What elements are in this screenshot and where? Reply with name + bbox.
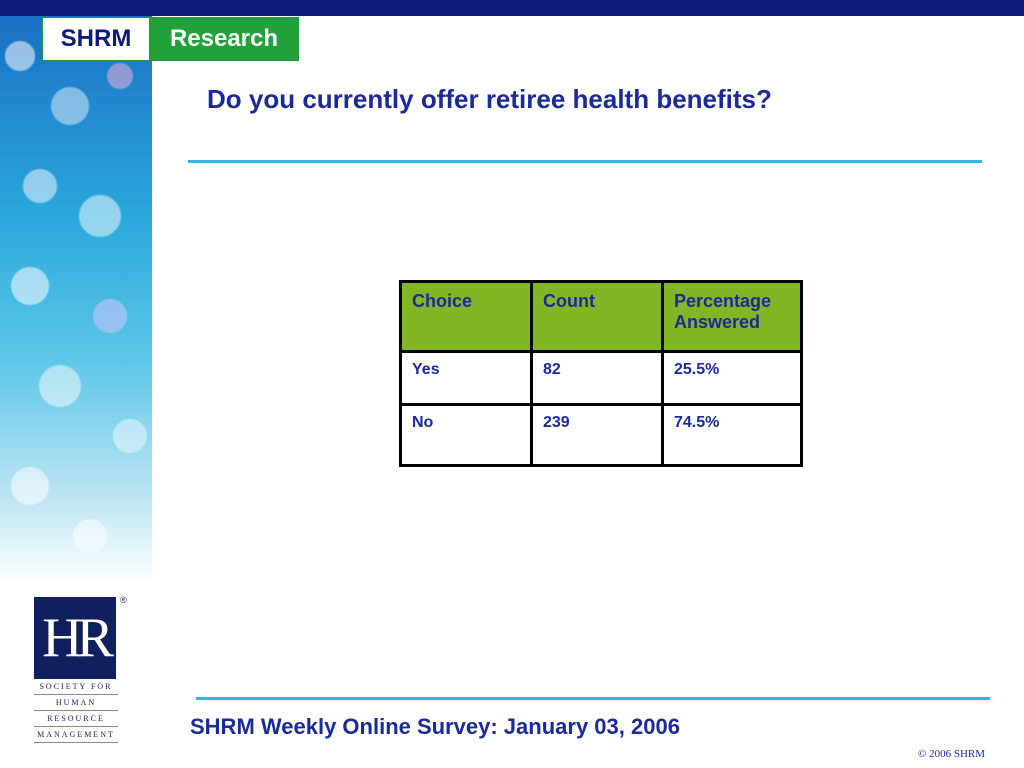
cell-percentage: 25.5% xyxy=(661,350,803,406)
research-logo-text: Research xyxy=(150,18,298,60)
hr-logo-line: RESOURCE xyxy=(34,711,118,727)
hr-mark: HR xyxy=(34,597,116,679)
table-row: No 239 74.5% xyxy=(399,403,803,467)
cell-count: 82 xyxy=(530,350,664,406)
hr-logo-line: MANAGEMENT xyxy=(34,727,118,743)
header-count: Count xyxy=(530,280,664,353)
title-divider xyxy=(188,160,982,163)
cell-choice: Yes xyxy=(399,350,533,406)
hr-society-logo: HR ® SOCIETY FOR HUMAN RESOURCE MANAGEME… xyxy=(34,595,127,743)
cell-choice: No xyxy=(399,403,533,467)
cell-percentage: 74.5% xyxy=(661,403,803,467)
slide-title: Do you currently offer retiree health be… xyxy=(207,84,772,114)
top-bar xyxy=(0,0,1024,16)
table-row: Yes 82 25.5% xyxy=(399,350,803,406)
footer-divider xyxy=(196,697,990,700)
shrm-logo-text: SHRM xyxy=(43,18,150,60)
results-table: Choice Count Percentage Answered Yes 82 … xyxy=(399,280,803,467)
hr-logo-line: HUMAN xyxy=(34,695,118,711)
table-header-row: Choice Count Percentage Answered xyxy=(399,280,803,353)
decorative-side-panel xyxy=(0,16,152,586)
header-percentage: Percentage Answered xyxy=(661,280,803,353)
copyright: © 2006 SHRM xyxy=(918,748,986,760)
survey-footer: SHRM Weekly Online Survey: January 03, 2… xyxy=(190,714,680,739)
hr-logo-line: SOCIETY FOR xyxy=(34,679,118,695)
shrm-research-logo: SHRM Research xyxy=(42,17,299,61)
cell-count: 239 xyxy=(530,403,664,467)
header-choice: Choice xyxy=(399,280,533,353)
registered-mark: ® xyxy=(120,595,127,605)
